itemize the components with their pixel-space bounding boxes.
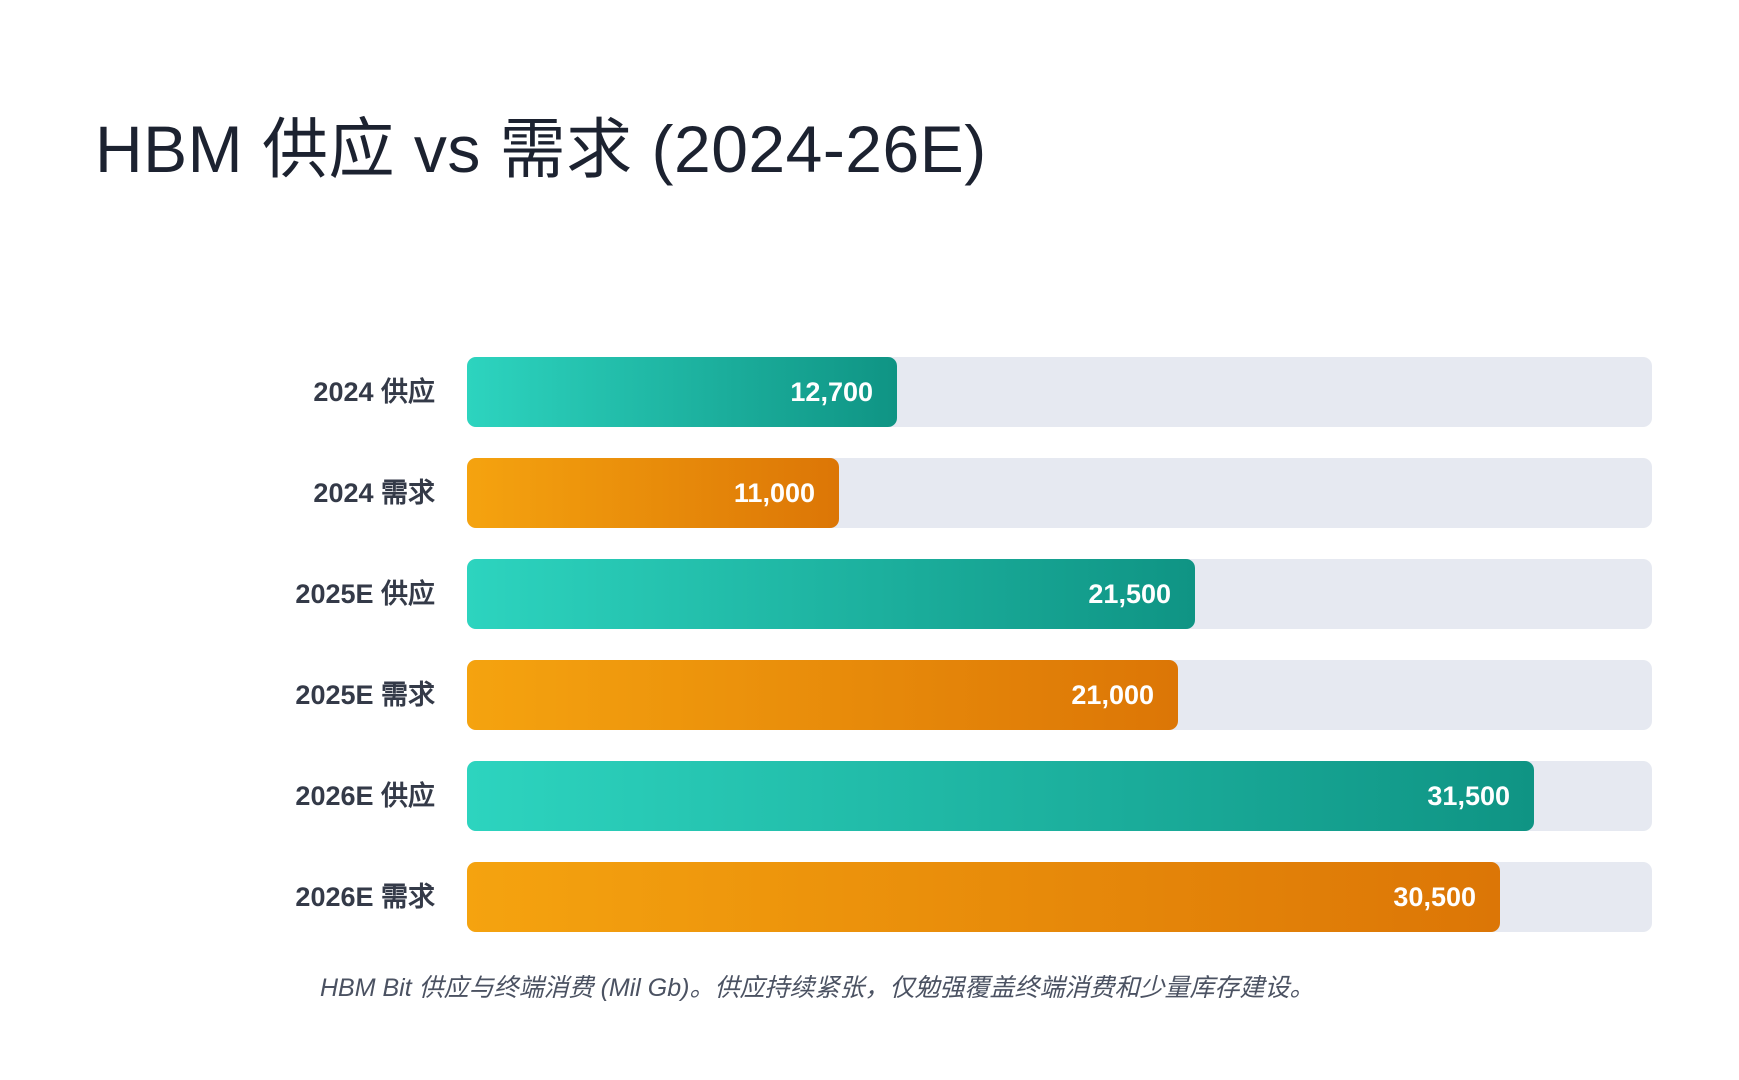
value-label: 11,000 — [733, 478, 815, 508]
chart-caption: HBM Bit 供应与终端消费 (Mil Gb)。供应持续紧张，仅勉强覆盖终端消… — [320, 974, 1315, 1002]
category-label: 2025E 需求 — [295, 680, 435, 710]
value-label: 31,500 — [1427, 781, 1510, 811]
demand-bar — [467, 862, 1500, 932]
value-label: 21,000 — [1071, 680, 1154, 710]
category-label: 2024 需求 — [313, 478, 435, 508]
value-label: 30,500 — [1393, 882, 1476, 912]
demand-bar — [467, 458, 839, 528]
supply-bar — [467, 559, 1195, 629]
value-label: 12,700 — [790, 377, 873, 407]
category-label: 2025E 供应 — [295, 579, 435, 609]
demand-bar — [467, 660, 1178, 730]
supply-bar — [467, 357, 897, 427]
category-label: 2026E 需求 — [295, 882, 435, 912]
category-label: 2026E 供应 — [295, 781, 435, 811]
category-label: 2024 供应 — [313, 377, 435, 407]
value-label: 21,500 — [1088, 579, 1171, 609]
page-title: HBM 供应 vs 需求 (2024-26E) — [95, 112, 987, 186]
supply-bar — [467, 761, 1534, 831]
